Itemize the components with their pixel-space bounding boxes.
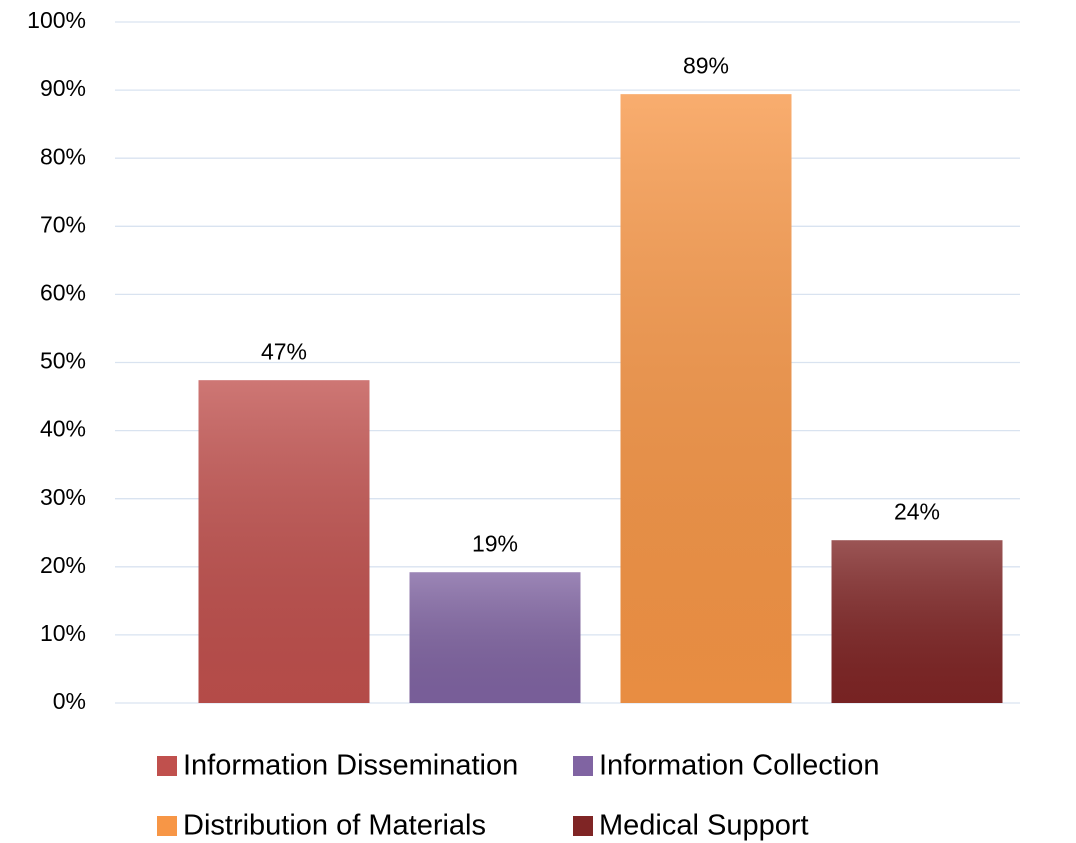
y-tick-label: 40% — [40, 416, 86, 442]
y-tick-label: 30% — [40, 484, 86, 510]
bar — [620, 94, 792, 704]
y-tick-label: 60% — [40, 279, 86, 305]
y-tick-label: 20% — [40, 552, 86, 578]
legend-swatch — [573, 816, 593, 836]
legend-label: Information Dissemination — [183, 750, 518, 782]
y-tick-label: 90% — [40, 75, 86, 101]
y-tick-label: 80% — [40, 143, 86, 169]
legend-label: Information Collection — [599, 750, 879, 782]
y-tick-label: 100% — [27, 7, 86, 33]
bar — [198, 380, 370, 703]
data-label: 47% — [261, 338, 307, 364]
data-label: 24% — [894, 498, 940, 524]
legend-label: Medical Support — [599, 810, 809, 842]
y-tick-label: 10% — [40, 620, 86, 646]
bar — [409, 572, 581, 703]
legend-label: Distribution of Materials — [183, 810, 486, 842]
y-tick-label: 50% — [40, 348, 86, 374]
y-tick-label: 0% — [53, 688, 86, 714]
data-label: 19% — [472, 530, 518, 556]
y-tick-label: 70% — [40, 211, 86, 237]
legend-swatch — [157, 756, 177, 776]
data-label: 89% — [683, 52, 729, 78]
legend-swatch — [573, 756, 593, 776]
legend-swatch — [157, 816, 177, 836]
bar — [831, 540, 1003, 703]
